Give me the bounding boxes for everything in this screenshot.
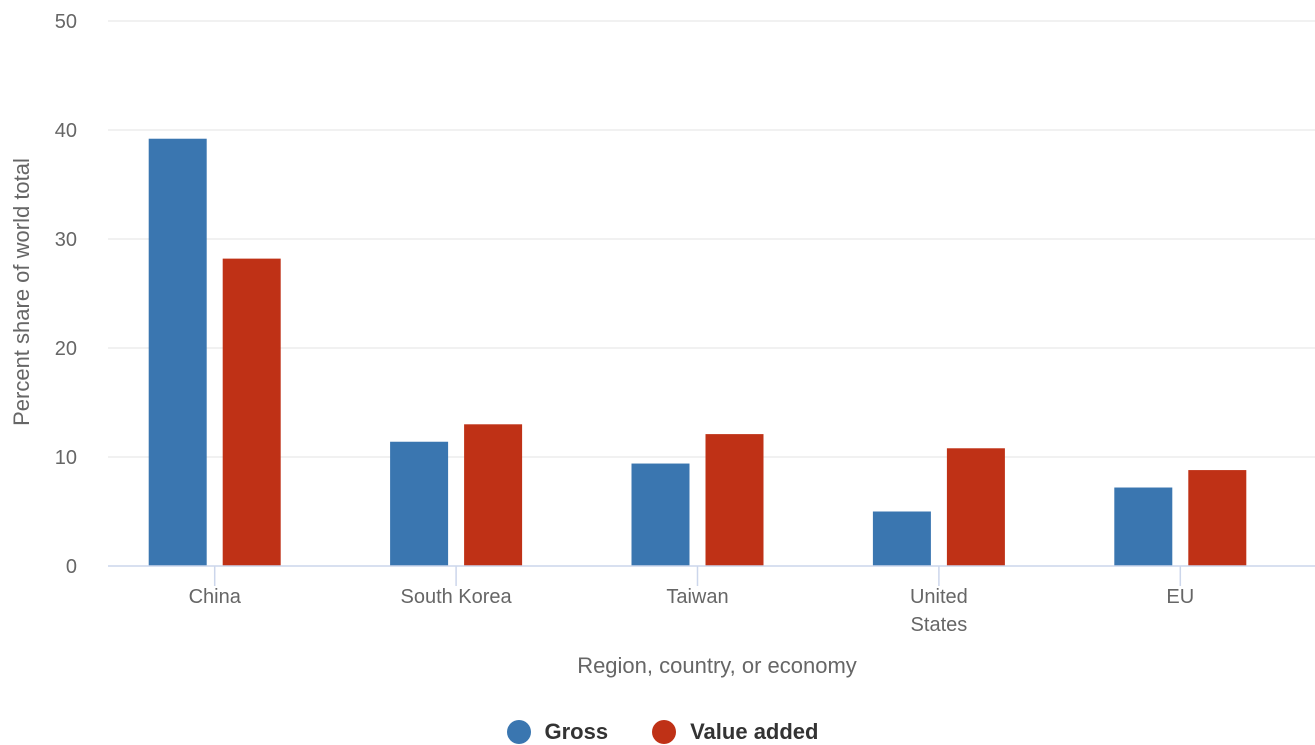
x-tick-label: EU (1166, 586, 1194, 608)
legend-label-gross: Gross (544, 718, 609, 744)
x-tick-label: China (189, 586, 242, 608)
y-axis-title: Percent share of world total (9, 158, 34, 426)
bar (631, 463, 690, 566)
legend-item-gross[interactable]: Gross (506, 718, 609, 745)
x-tick-label: South Korea (400, 586, 512, 608)
legend-marker-gross (506, 719, 531, 744)
x-axis-title: Region, country, or economy (577, 653, 857, 678)
legend-item-value-added[interactable]: Value added (652, 719, 818, 745)
y-axis-ticks: 0 10 20 30 40 50 (55, 11, 77, 578)
bar (222, 258, 281, 566)
y-tick-label: 50 (55, 11, 77, 33)
x-tick-label: Taiwan (666, 586, 728, 608)
y-tick-label: 30 (55, 229, 77, 251)
bar (148, 138, 207, 566)
y-tick-label: 40 (55, 120, 77, 142)
bar (1114, 487, 1173, 566)
legend-label-value-added: Value added (690, 718, 819, 744)
gridlines (108, 20, 1315, 458)
legend: Gross Value added (5, 718, 1315, 745)
bar (390, 441, 449, 566)
y-tick-label: 20 (55, 338, 77, 360)
x-axis: China South Korea Taiwan United States EU (108, 565, 1315, 636)
bar (464, 424, 523, 566)
bar (1188, 470, 1247, 566)
bar (872, 511, 931, 566)
y-tick-label: 10 (55, 447, 77, 469)
x-tick-label: United States (910, 586, 968, 636)
legend-marker-value-added (652, 719, 677, 744)
y-tick-label: 0 (66, 556, 77, 578)
bar (946, 448, 1005, 566)
bar (705, 434, 764, 566)
bars (148, 138, 1247, 566)
bar-chart: 0 10 20 30 40 50 China South Korea Taiwan United… (9, 11, 1315, 678)
